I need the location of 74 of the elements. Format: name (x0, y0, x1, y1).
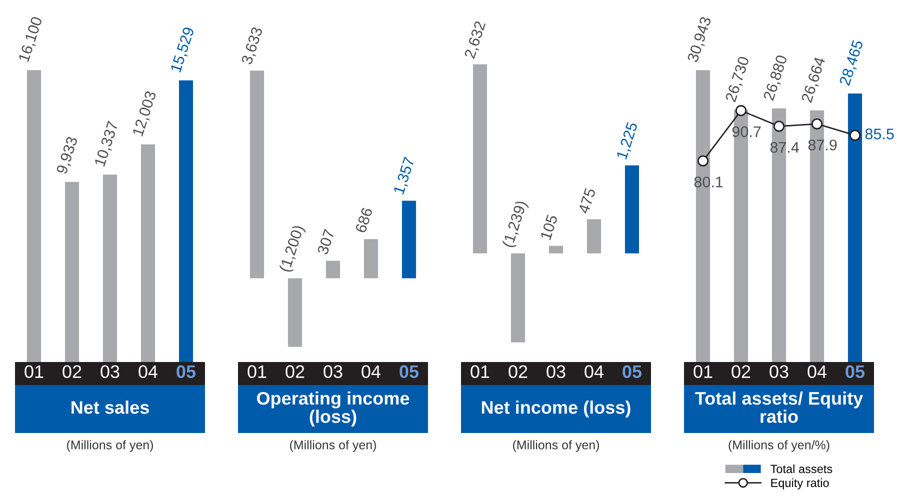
data-label: 1,225 (616, 122, 640, 160)
data-label: 1,357 (393, 156, 416, 196)
x-tick-label: 02 (286, 365, 304, 378)
text: (Millions of yen) (290, 440, 376, 452)
data-label: 87.4 (770, 142, 799, 153)
bar (586, 219, 602, 254)
data-label: 15,529 (170, 26, 196, 74)
bar (102, 174, 118, 362)
x-tick-label: 01 (694, 365, 712, 378)
text: Total assets/ Equity ratio (695, 392, 864, 423)
bar (364, 239, 378, 278)
text: (Millions of yen/%) (728, 440, 830, 452)
x-tick-label: 04 (138, 365, 158, 378)
x-tick-label: 04 (808, 365, 827, 378)
bar (288, 278, 302, 347)
data-label: 28,465 (839, 39, 866, 86)
text: Net income (loss) (482, 400, 630, 418)
text: Operating income (loss) (256, 391, 410, 427)
x-tick-label: 02 (62, 365, 82, 378)
data-label: 2,632 (464, 20, 488, 60)
text: (Millions of yen) (513, 440, 599, 452)
bar (472, 64, 488, 254)
x-tick-label: 05 (622, 365, 642, 378)
point (811, 118, 823, 130)
data-label: 105 (540, 214, 558, 240)
data-label: 26,880 (763, 54, 790, 102)
data-label: 26,664 (801, 56, 828, 104)
data-label: 80.1 (694, 176, 723, 188)
x-tick-label: 05 (846, 365, 865, 378)
bar (140, 144, 156, 362)
x-tick-label: 03 (324, 365, 342, 378)
data-label: 30,943 (686, 16, 714, 64)
x-tick-label: 03 (100, 365, 120, 378)
data-label: 85.5 (865, 128, 894, 140)
data-label: 12,003 (132, 90, 158, 138)
data-label: 307 (316, 228, 335, 256)
bar (548, 246, 564, 254)
legend-label: Total assets (770, 464, 832, 474)
x-tick-label: 04 (362, 365, 381, 378)
x-tick-label: 02 (508, 365, 528, 378)
bar (326, 260, 340, 278)
bar (250, 70, 264, 278)
x-tick-label: 05 (176, 365, 196, 378)
bar (26, 70, 42, 362)
data-label: 90.7 (732, 126, 761, 138)
point (697, 155, 709, 166)
data-label: 10,337 (94, 120, 120, 168)
bar (402, 200, 416, 278)
bar (848, 93, 862, 362)
bar (178, 80, 194, 362)
x-tick-label: 05 (400, 365, 419, 378)
x-tick-label: 01 (470, 365, 490, 378)
x-tick-label: 03 (546, 365, 566, 378)
legend-label: Equity ratio (771, 478, 829, 490)
x-tick-label: 01 (248, 365, 266, 378)
x-tick-label: 04 (584, 365, 604, 378)
bar (510, 253, 526, 342)
x-tick-label: 01 (24, 365, 44, 378)
text: (Millions of yen) (67, 440, 153, 452)
data-label: 9,933 (56, 136, 80, 175)
data-label: 3,633 (240, 26, 264, 66)
point (773, 120, 785, 132)
bar (624, 165, 640, 254)
point (735, 105, 747, 116)
x-tick-label: 03 (770, 365, 788, 378)
data-label: 475 (578, 188, 596, 214)
point (849, 130, 861, 141)
data-label: 686 (355, 207, 373, 234)
bar (64, 182, 80, 362)
data-label: 87.9 (808, 140, 837, 150)
x-tick-label: 02 (732, 365, 750, 378)
data-label: 16,100 (18, 16, 44, 63)
text: Net sales (72, 400, 149, 414)
data-label: 26,730 (725, 56, 752, 103)
